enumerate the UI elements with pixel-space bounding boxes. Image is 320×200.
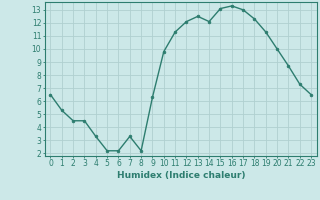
X-axis label: Humidex (Indice chaleur): Humidex (Indice chaleur)	[116, 171, 245, 180]
